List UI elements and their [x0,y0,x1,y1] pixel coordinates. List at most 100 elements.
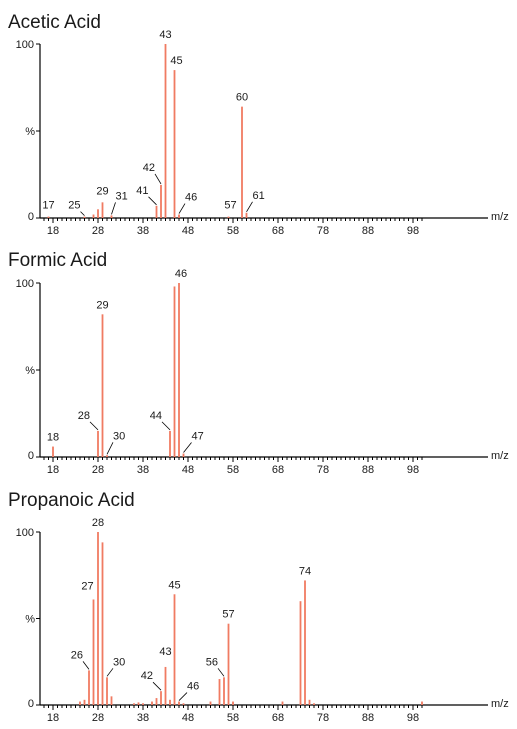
y-axis-label: % [25,126,35,138]
peak-label: 43 [159,646,171,658]
peak-label-leader [217,668,225,677]
x-tick-label: 98 [407,464,419,476]
spectrum-peak [88,670,90,705]
spectrum-peak [227,623,230,705]
y-axis-label: % [25,365,35,377]
peak-label-leader [80,211,85,216]
spectrum-peak [97,532,99,705]
peak-label: 30 [113,430,125,442]
y-tick-label: 100 [16,278,34,290]
peak-label: 17 [42,200,54,212]
peak-label: 45 [168,579,180,591]
spectrum-peak [169,699,171,705]
spectrum-peak [47,216,50,218]
x-tick-label: 38 [137,225,149,237]
chart-title: Formic Acid [8,250,107,271]
spectrum-peak [101,202,104,218]
peak-label: 44 [150,410,162,422]
spectrum-peak [160,184,162,218]
x-tick-label: 98 [407,225,419,237]
peak-label-leader [246,201,253,212]
x-tick-label: 28 [92,712,104,724]
y-axis-label: % [25,614,35,626]
spectrum-peak [92,214,95,218]
peak-label: 26 [71,649,83,661]
spectrum-peak [178,283,180,457]
spectrum-peak [164,666,167,705]
peak-label: 57 [224,200,236,212]
peak-label-leader [106,442,114,455]
spectrum-peak [173,286,176,457]
spectrum-peak [83,699,86,705]
peak-label-leader [152,681,162,691]
peak-label: 47 [192,431,204,443]
x-tick-label: 78 [317,225,329,237]
x-tick-label: 98 [407,712,419,724]
spectrum-peak [155,205,158,218]
spectrum-peak [245,212,248,218]
peak-label-leader [183,442,192,453]
spectrum-peak [137,702,140,705]
peak-label: 29 [96,185,108,197]
spectrum-peak [164,44,167,218]
spectrum-panel: Propanoic Acid 0 100% 18 28 38 48 58 68 78 88 98 m/z… [8,490,509,724]
spectrum-peak [106,455,108,457]
spectrum-peak [52,446,54,457]
x-tick-label: 18 [47,225,59,237]
spectrum-peak [178,214,180,218]
x-tick-label: 28 [92,225,104,237]
peak-label: 43 [159,29,171,41]
peak-label: 60 [236,92,248,104]
x-tick-label: 88 [362,225,374,237]
x-tick-label: 28 [92,464,104,476]
peak-label: 46 [175,268,187,280]
x-tick-label: 48 [182,712,194,724]
x-tick-label: 48 [182,225,194,237]
spectrum-peak [155,698,158,705]
spectrum-peak [160,691,162,705]
peak-label-leader [178,203,186,214]
peak-label: 46 [187,681,199,693]
spectrum-peak [92,599,95,705]
x-axis-label: m/z [491,211,509,223]
spectrum-peak [182,703,185,705]
peak-label: 74 [299,565,311,577]
spectrum-peak [151,701,153,705]
spectrum-peak [232,701,234,705]
spectrum-peak [313,703,315,705]
spectrum-peak [182,453,185,457]
y-tick-label: 0 [28,211,34,223]
spectrum-peak [304,580,306,705]
peak-label-leader [178,692,188,701]
chart-title: Acetic Acid [8,12,101,33]
peak-label-leader [82,661,90,670]
peak-label: 42 [141,670,153,682]
x-tick-label: 58 [227,464,239,476]
spectrum-peak [169,430,171,457]
peak-label: 46 [185,192,197,204]
x-tick-label: 68 [272,464,284,476]
y-tick-label: 100 [16,39,34,51]
y-tick-label: 0 [28,450,34,462]
x-tick-label: 18 [47,464,59,476]
peak-label: 42 [143,162,155,174]
x-tick-label: 58 [227,712,239,724]
spectrum-peak [97,209,99,218]
x-tick-label: 48 [182,464,194,476]
peak-label: 31 [116,190,128,202]
peak-label: 28 [78,410,90,422]
peak-label: 30 [113,656,125,668]
peak-label-leader [148,196,157,206]
peak-label: 61 [253,190,265,202]
x-tick-label: 88 [362,712,374,724]
x-tick-label: 38 [137,712,149,724]
spectrum-peak [79,701,81,705]
spectrum-peak [110,696,113,705]
y-tick-label: 0 [28,698,34,710]
x-tick-label: 78 [317,464,329,476]
peak-label: 28 [92,517,104,529]
chart-title: Propanoic Acid [8,490,135,511]
spectrum-peak [218,679,221,705]
peak-label-leader [106,668,114,677]
